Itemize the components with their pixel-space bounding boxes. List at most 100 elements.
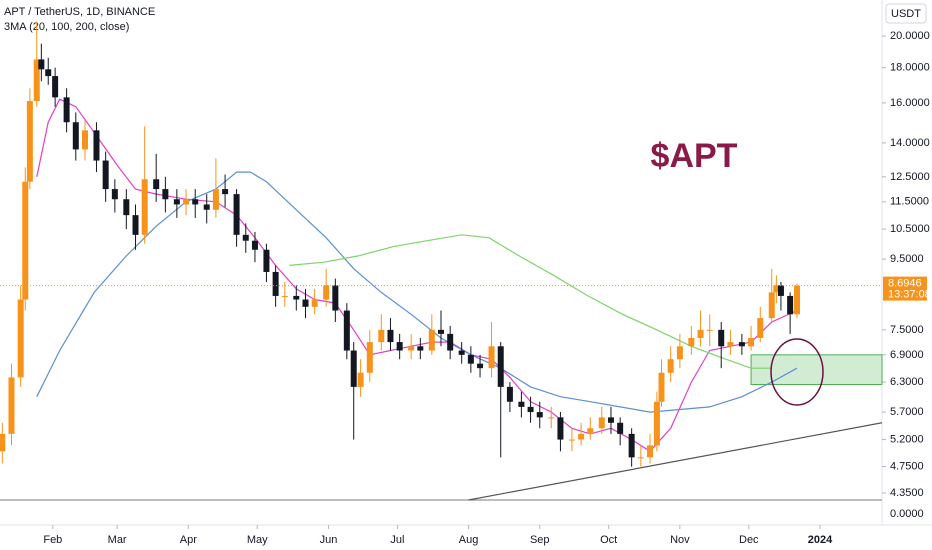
candle-body: [378, 329, 385, 343]
candle-body: [477, 363, 484, 369]
last-price-box: [883, 276, 927, 301]
candle-body: [45, 69, 52, 77]
candle-body: [557, 417, 564, 440]
candle-body: [658, 372, 665, 402]
candle-body: [773, 285, 780, 293]
candle-body: [132, 215, 139, 235]
candle-body: [548, 417, 555, 419]
chart-title: APT / TetherUS, 1D, BINANCE: [4, 6, 155, 18]
candle-body: [332, 285, 339, 311]
candle-body: [173, 199, 180, 205]
candle-body: [17, 299, 24, 378]
candle-body: [488, 346, 495, 369]
candle-body: [748, 337, 755, 347]
candle-body: [281, 295, 288, 297]
candle-body: [52, 76, 59, 98]
candle-body: [72, 122, 79, 150]
y-tick-label: 4.3500: [890, 487, 924, 499]
candle-body: [628, 433, 635, 458]
candle-body: [447, 333, 454, 351]
y-tick-label: 6.9000: [890, 349, 924, 361]
candle-body: [506, 386, 513, 402]
candle-body: [387, 329, 394, 343]
candle-body: [568, 439, 575, 441]
x-tick-label: Jul: [390, 534, 404, 546]
candle-body: [33, 59, 40, 102]
candle-body: [183, 199, 190, 205]
currency: USDT: [891, 8, 921, 20]
candle-body: [417, 346, 424, 351]
candle-body: [203, 204, 210, 210]
candle-body: [647, 445, 654, 458]
candle-body: [357, 372, 364, 387]
candle-body: [26, 101, 33, 182]
y-tick-label: 4.7500: [890, 461, 924, 473]
candle-body: [343, 310, 350, 351]
candle-body: [323, 285, 330, 300]
candle-body: [8, 377, 15, 434]
countdown: 13:37:08: [888, 289, 931, 301]
x-tick-label: Dec: [739, 534, 759, 546]
x-tick-label: Jun: [320, 534, 338, 546]
y-tick-label: 12.5000: [890, 171, 930, 183]
candle-body: [63, 97, 70, 123]
y-tick-label: 7.5000: [890, 324, 924, 336]
candle-body: [794, 285, 801, 315]
candle-body: [787, 295, 794, 315]
x-tick-label: Aug: [459, 534, 479, 546]
candle-body: [518, 401, 525, 407]
x-tick-label: Nov: [670, 534, 690, 546]
highlight-circle: [770, 338, 824, 406]
candle-body: [727, 342, 734, 347]
y-tick-label: 20.0000: [890, 30, 930, 42]
candle-body: [598, 417, 605, 429]
candle-body: [706, 329, 713, 331]
candle-body: [102, 160, 109, 190]
annotation: $APT: [651, 137, 738, 175]
currency-box[interactable]: [885, 3, 927, 24]
indicator-label: 3MA (20, 100, 200, close): [4, 21, 129, 33]
candle-body: [617, 422, 624, 434]
candle-body: [396, 342, 403, 351]
candle-body: [311, 299, 318, 307]
x-tick-label: Apr: [180, 534, 197, 546]
candle-body: [428, 329, 435, 351]
y-tick-label: 5.2000: [890, 433, 924, 445]
y-tick-label: 18.0000: [890, 62, 930, 74]
candle-body: [738, 342, 745, 347]
candle-body: [757, 318, 764, 338]
candle-body: [153, 179, 160, 190]
moving-average: [36, 171, 798, 413]
trendline: [468, 422, 883, 501]
candle-body: [653, 401, 660, 446]
candle-body: [38, 59, 45, 70]
candle-body: [607, 417, 614, 423]
candle-body: [81, 130, 88, 150]
candle-body: [527, 406, 534, 413]
candle-body: [233, 194, 240, 235]
candle-body: [251, 240, 258, 250]
y-tick-label: 6.3000: [890, 376, 924, 388]
candle-body: [302, 299, 309, 307]
candle-body: [587, 428, 594, 434]
candle-body: [242, 234, 249, 241]
candle-body: [408, 346, 415, 351]
candle-body: [578, 433, 585, 440]
last-price-label: 8.6946: [888, 278, 922, 290]
x-tick-label: Oct: [600, 534, 617, 546]
candle-body: [22, 181, 29, 300]
candle-body: [0, 433, 6, 452]
candle-body: [676, 346, 683, 360]
candle-body: [637, 457, 644, 459]
y-tick-label: 11.5000: [890, 196, 929, 208]
candle-body: [536, 412, 543, 418]
candle-body: [111, 189, 118, 200]
x-tick-label: May: [247, 534, 268, 546]
bottom-label: 0.0000: [890, 508, 924, 520]
y-tick-label: 9.5000: [890, 253, 924, 265]
y-tick-label: 14.0000: [890, 137, 930, 149]
candle-body: [697, 329, 704, 338]
